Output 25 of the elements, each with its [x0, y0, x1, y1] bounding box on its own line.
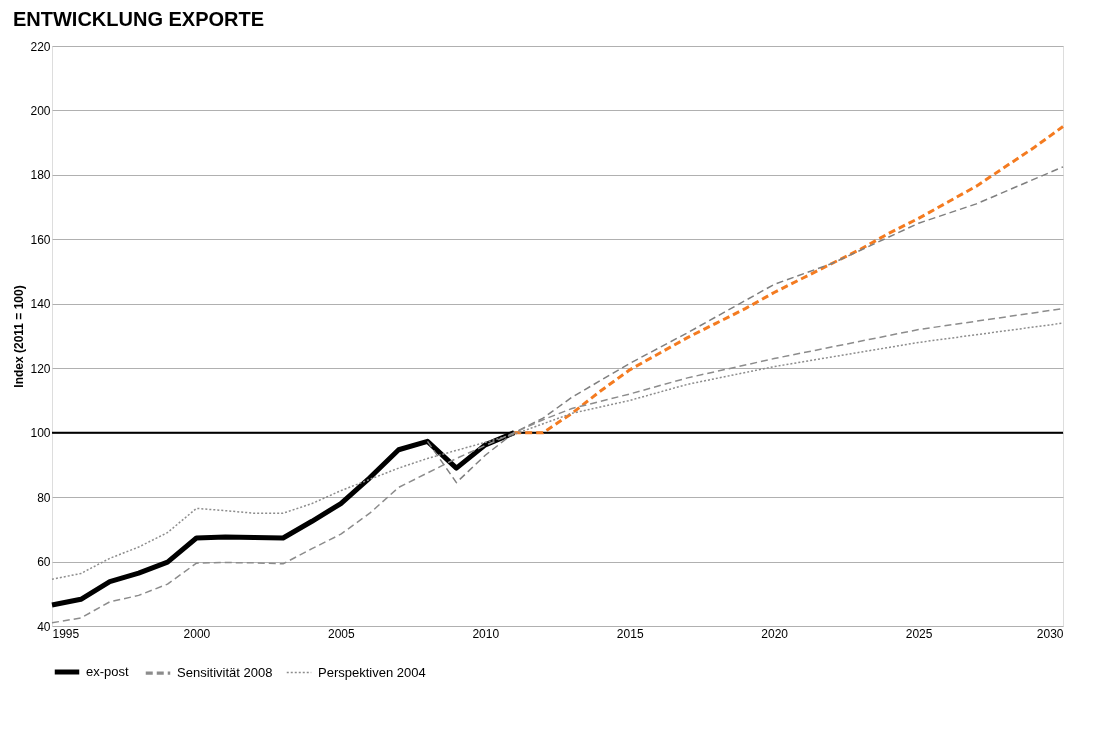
x-tick-label: 2010: [472, 626, 500, 641]
y-tick-label: 40: [37, 619, 51, 634]
y-tick-label: 180: [30, 168, 51, 183]
x-tick-label: 1995: [52, 626, 80, 641]
legend-label: Perspektiven 2004: [318, 664, 426, 680]
y-tick-label: 140: [30, 297, 51, 312]
chart-title: ENTWICKLUNG EXPORTE: [12, 8, 265, 30]
y-tick-label: 80: [37, 490, 51, 505]
x-tick-label: 2030: [1036, 626, 1064, 641]
legend-label: ex-post: [86, 664, 130, 679]
y-tick-label: 200: [30, 103, 51, 118]
line-series: [512, 125, 1065, 435]
y-tick-label: 220: [30, 39, 51, 54]
x-tick-label: 2020: [761, 626, 789, 641]
x-tick-label: 2005: [328, 626, 356, 641]
y-tick-label: 100: [30, 426, 51, 441]
x-tick-label: 2015: [616, 626, 644, 641]
y-tick-label: 120: [30, 361, 51, 376]
line-series: [426, 166, 1064, 484]
x-tick-label: 2000: [183, 626, 211, 641]
y-tick-label: 60: [37, 555, 51, 570]
y-tick-label: 160: [30, 232, 51, 247]
legend-label: Sensitivität 2008: [177, 665, 273, 680]
x-tick-label: 2025: [905, 626, 933, 641]
y-axis-title: Index (2011 = 100): [12, 285, 27, 388]
